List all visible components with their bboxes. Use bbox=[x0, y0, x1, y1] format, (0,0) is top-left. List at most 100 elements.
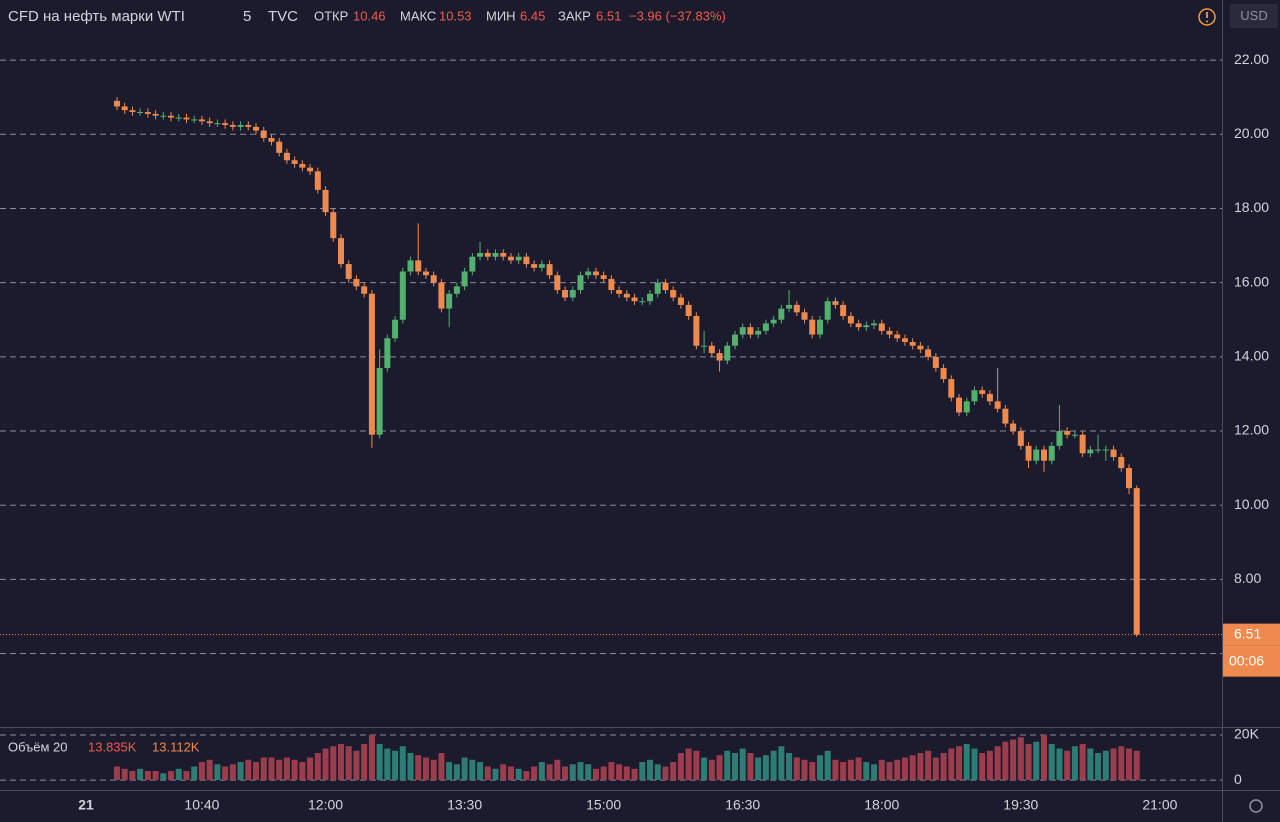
volume-bar bbox=[616, 764, 623, 781]
ohlc-value: 10.53 bbox=[439, 8, 472, 23]
volume-bar bbox=[940, 753, 947, 781]
y-tick-label: 8.00 bbox=[1234, 570, 1261, 586]
volume-bar bbox=[577, 762, 584, 781]
volume-bar bbox=[708, 759, 715, 781]
candle-body bbox=[585, 271, 592, 276]
candle-body bbox=[986, 393, 993, 402]
candle-body bbox=[716, 353, 723, 361]
volume-bar bbox=[175, 768, 182, 781]
candle-body bbox=[121, 106, 128, 111]
candle-body bbox=[160, 115, 167, 117]
candle-body bbox=[1079, 434, 1086, 454]
candle-body bbox=[600, 275, 607, 279]
volume-bar bbox=[337, 744, 344, 781]
volume-bar bbox=[422, 757, 429, 781]
settings-icon[interactable] bbox=[1249, 799, 1263, 813]
y-tick-label: 16.00 bbox=[1234, 273, 1269, 289]
x-tick-label: 13:30 bbox=[447, 797, 482, 813]
candle-body bbox=[809, 319, 816, 335]
volume-bar bbox=[229, 764, 236, 781]
symbol-title[interactable]: CFD на нефть марки WTI bbox=[8, 8, 185, 25]
volume-bar bbox=[1102, 750, 1109, 781]
change: −3.96 (−37.83%) bbox=[629, 8, 726, 23]
candle-body bbox=[422, 271, 429, 276]
volume-bar bbox=[260, 757, 267, 781]
volume-tick-label: 0 bbox=[1234, 771, 1242, 787]
volume-legend-value: 13.835K bbox=[88, 739, 137, 754]
volume-bar bbox=[793, 757, 800, 781]
candle-body bbox=[1002, 408, 1009, 424]
volume-bar bbox=[1056, 748, 1063, 781]
volume-bar bbox=[724, 750, 731, 781]
countdown-box bbox=[1223, 645, 1280, 677]
volume-bar bbox=[554, 759, 561, 781]
candle-body bbox=[283, 152, 290, 161]
volume-bar bbox=[569, 764, 576, 781]
candle-body bbox=[863, 325, 870, 328]
volume-bar bbox=[384, 748, 391, 781]
currency-button[interactable] bbox=[1230, 4, 1278, 28]
interval[interactable]: 5 bbox=[243, 8, 251, 25]
volume-bar bbox=[956, 746, 963, 781]
candle-body bbox=[168, 115, 175, 118]
candle-body bbox=[963, 401, 970, 413]
candle-body bbox=[1110, 449, 1117, 457]
candle-body bbox=[523, 256, 530, 265]
x-tick-label: 18:00 bbox=[864, 797, 899, 813]
candle-body bbox=[1133, 488, 1140, 635]
candle-body bbox=[307, 167, 314, 172]
y-tick-label: 22.00 bbox=[1234, 51, 1269, 67]
volume-bar bbox=[407, 753, 414, 781]
volume-bar bbox=[623, 766, 630, 781]
candle-body bbox=[801, 312, 808, 320]
volume-bar bbox=[994, 746, 1001, 781]
candle-body bbox=[430, 275, 437, 283]
volume-bar bbox=[693, 750, 700, 781]
volume-bar bbox=[731, 753, 738, 781]
volume-bar bbox=[832, 759, 839, 781]
volume-bar bbox=[160, 773, 167, 781]
candle-body bbox=[685, 304, 692, 317]
candle-body bbox=[245, 124, 252, 127]
candle-body bbox=[446, 293, 453, 309]
candle-body bbox=[971, 390, 978, 402]
candle-body bbox=[569, 290, 576, 298]
candle-body bbox=[137, 112, 144, 114]
candle-body bbox=[739, 327, 746, 335]
volume-bar bbox=[507, 766, 514, 781]
warning-icon[interactable] bbox=[1198, 8, 1216, 26]
candle-body bbox=[855, 323, 862, 328]
candle-body bbox=[762, 323, 769, 331]
candle-body bbox=[1048, 445, 1055, 461]
candle-body bbox=[693, 316, 700, 346]
volume-bar bbox=[129, 771, 136, 781]
volume-bar bbox=[345, 746, 352, 781]
ohlc-label: МАКС bbox=[400, 8, 436, 23]
candle-body bbox=[616, 290, 623, 294]
candle-body bbox=[183, 117, 190, 120]
ohlc-label: МИН bbox=[486, 8, 516, 23]
candle-body bbox=[1064, 431, 1071, 435]
volume-bar bbox=[1002, 741, 1009, 781]
ohlc-value: 10.46 bbox=[353, 8, 386, 23]
candle-body bbox=[222, 123, 229, 125]
candle-body bbox=[1125, 468, 1132, 489]
candle-body bbox=[353, 278, 360, 287]
candle-body bbox=[461, 271, 468, 287]
candle-body bbox=[878, 323, 885, 331]
ohlc-label: ЗАКР bbox=[558, 8, 591, 23]
candle-body bbox=[531, 264, 538, 268]
candle-body bbox=[299, 163, 306, 168]
volume-bar bbox=[500, 764, 507, 781]
candle-body bbox=[840, 304, 847, 317]
volume-bar bbox=[855, 757, 862, 781]
volume-bar bbox=[809, 762, 816, 781]
y-tick-label: 14.00 bbox=[1234, 348, 1269, 364]
volume-bar bbox=[932, 757, 939, 781]
candle-body bbox=[724, 345, 731, 361]
volume-bar bbox=[299, 762, 306, 781]
candle-body bbox=[337, 238, 344, 265]
volume-bar bbox=[144, 771, 151, 781]
volume-bar bbox=[701, 757, 708, 781]
volume-bar bbox=[747, 753, 754, 781]
